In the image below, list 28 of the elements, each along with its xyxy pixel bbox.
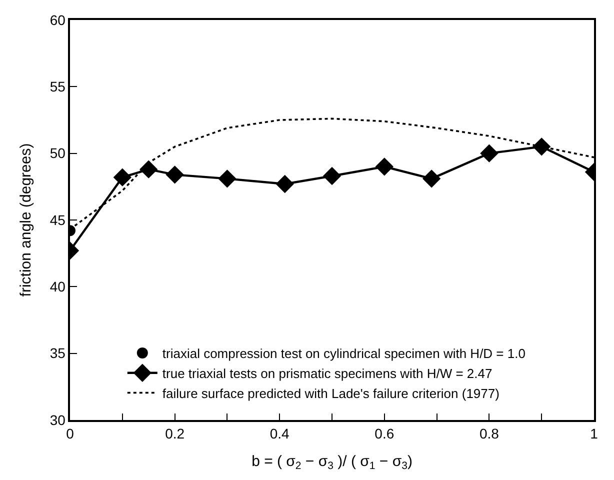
y-tick-label: 45 bbox=[50, 212, 66, 228]
text: b = ( σ$_{2}$ − σ$_{3}$ )/ ( σ$_{1}$ − σ$_{3}$) bbox=[252, 453, 412, 472]
point bbox=[140, 160, 158, 178]
y-tick-label: 50 bbox=[50, 145, 66, 162]
y-tick-label: 55 bbox=[50, 78, 66, 95]
legend-label: failure surface predicted with Lade's failure criterion (1977) bbox=[162, 386, 500, 401]
legend-label: triaxial compression test on cylindrical specimen with H/D = 1.0 bbox=[162, 346, 526, 362]
point bbox=[480, 144, 498, 162]
y-tick-label: 35 bbox=[50, 345, 66, 362]
point bbox=[532, 138, 551, 156]
x-tick-label: 0.4 bbox=[270, 426, 290, 442]
x-tick-label: 0.2 bbox=[165, 426, 185, 442]
y-tick-label: 60 bbox=[50, 12, 66, 28]
y-tick-label: 40 bbox=[50, 278, 66, 295]
point bbox=[166, 166, 184, 184]
y-axis-title: friction angle (degrees) bbox=[18, 143, 35, 297]
y-tick-label: 30 bbox=[50, 412, 66, 428]
x-tick-label: 0 bbox=[66, 426, 74, 442]
point bbox=[322, 166, 342, 186]
point bbox=[422, 170, 441, 188]
point bbox=[218, 170, 236, 188]
legend-label: true triaxial tests on prismatic specimens with H/W = 2.47 bbox=[162, 366, 492, 381]
x-tick-label: 0.6 bbox=[374, 426, 394, 442]
point bbox=[276, 174, 294, 194]
point bbox=[375, 158, 394, 176]
point bbox=[113, 168, 132, 186]
x-tick-label: 0.8 bbox=[479, 426, 500, 442]
x-tick-label: 1 bbox=[590, 426, 598, 442]
